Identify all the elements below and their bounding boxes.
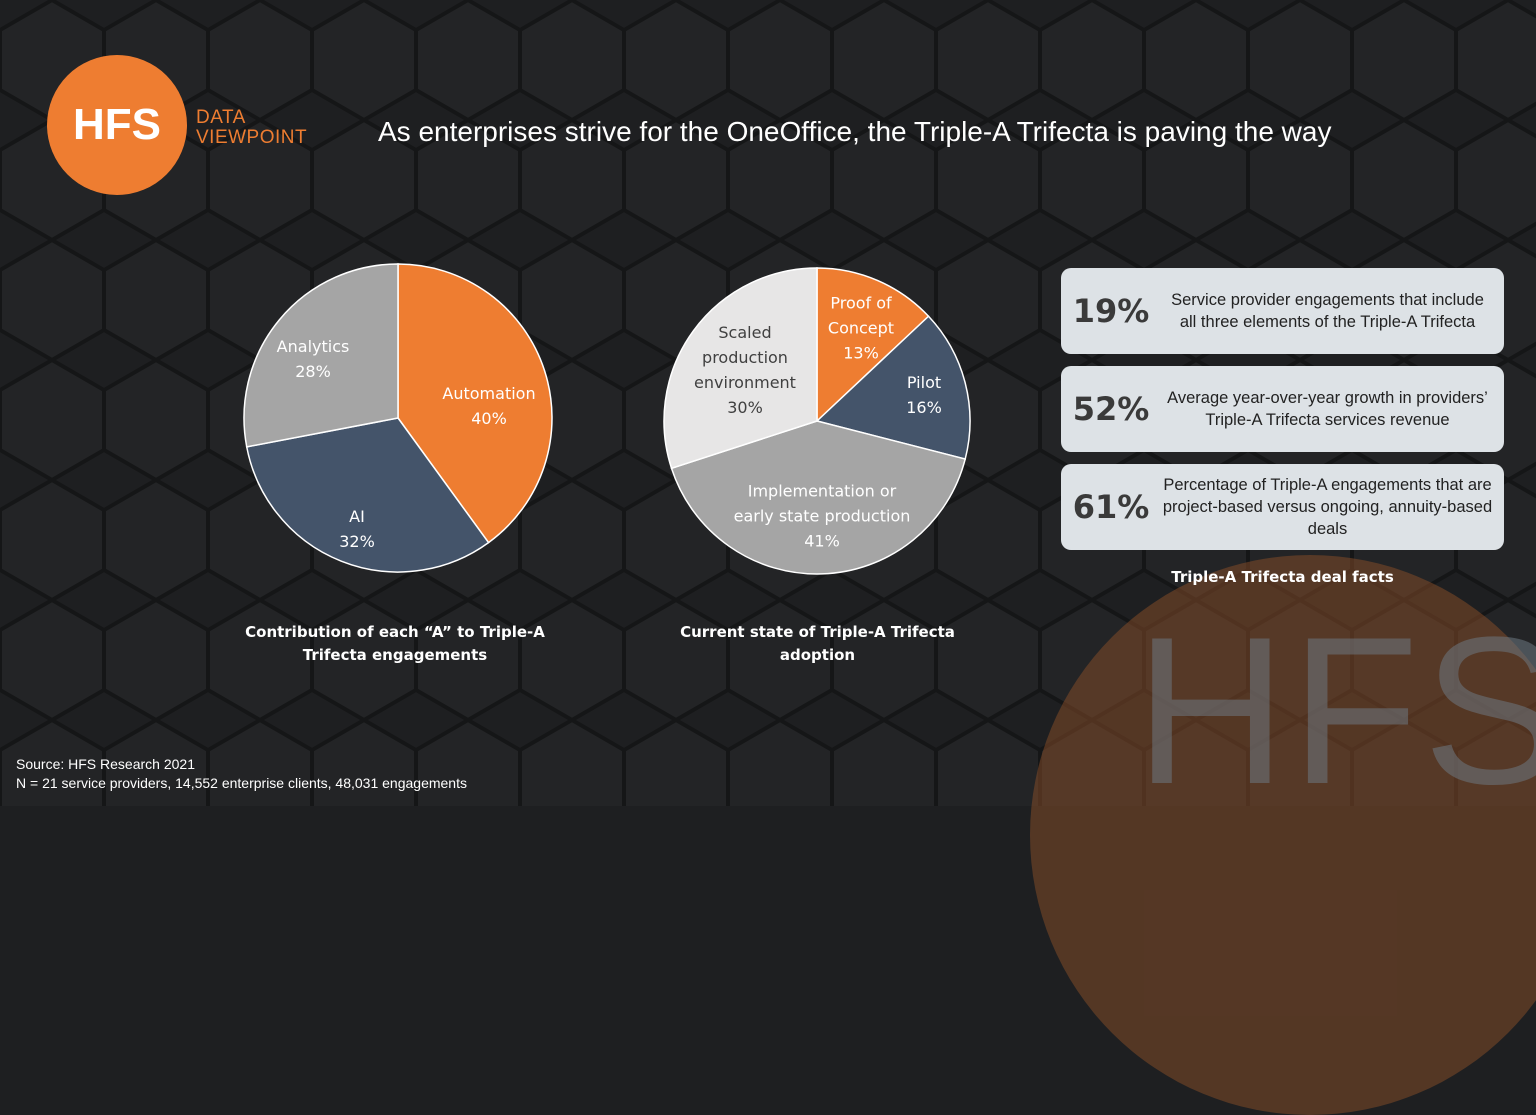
logo-subtitle: DATA VIEWPOINT — [196, 108, 307, 148]
pie1-slice-analytics — [243, 263, 399, 448]
pie2-slice-proof-of-concept — [816, 267, 930, 423]
pie2-slice-scaled-production-environment — [663, 267, 818, 470]
page-title: As enterprises strive for the OneOffice,… — [378, 116, 1332, 147]
pie1-slice-automation — [397, 263, 553, 544]
pie1-slice-ai — [245, 417, 490, 573]
pie2-slice-pilot — [815, 315, 971, 460]
hfs-watermark: HFS — [1135, 593, 1536, 828]
source-line1: Source: HFS Research 2021 — [16, 756, 195, 772]
pie2-label-scaled: Scaled production environment 30% — [694, 323, 796, 417]
fact-card: 52% Average year-over-year growth in prov… — [1061, 366, 1504, 452]
logo-line1: DATA — [196, 107, 246, 128]
fact-text: Average year-over-year growth in provide… — [1167, 389, 1488, 429]
pie2-caption: Current state of Triple-A Trifecta adopt… — [680, 623, 955, 664]
fact-value: 19% — [1072, 292, 1150, 330]
fact-value: 61% — [1072, 488, 1150, 526]
pie2-label-poc: Proof of Concept 13% — [827, 293, 895, 363]
source-line2: N = 21 service providers, 14,552 enterpr… — [16, 775, 467, 791]
pie-charts — [243, 263, 971, 575]
pie2-slice-implementation-or-early-state-production — [670, 420, 967, 575]
pie1-label-automation: Automation 40% — [442, 384, 536, 428]
hfs-logo: HFS — [47, 55, 187, 195]
logo-line2: VIEWPOINT — [196, 127, 308, 148]
facts-caption: Triple-A Trifecta deal facts — [1171, 568, 1394, 586]
pie1-label-ai: AI 32% — [339, 507, 375, 551]
fact-text: Service provider engagements that includ… — [1171, 291, 1484, 331]
pie1-label-analytics: Analytics 28% — [276, 337, 350, 381]
pie2-label-pilot: Pilot 16% — [906, 373, 942, 417]
pie2-label-implementation: Implementation or early state production… — [733, 481, 911, 551]
fact-value: 52% — [1072, 390, 1150, 428]
logo-mark: HFS — [73, 100, 161, 149]
source-note: Source: HFS Research 2021 N = 21 service… — [16, 755, 467, 793]
fact-card: 61% Percentage of Triple-A engagements th… — [1061, 464, 1504, 550]
fact-card: 19% Service provider engagements that inc… — [1061, 268, 1504, 354]
pie1-caption: Contribution of each “A” to Triple-A Tri… — [245, 623, 545, 664]
fact-text: Percentage of Triple-A engagements that … — [1162, 476, 1493, 538]
